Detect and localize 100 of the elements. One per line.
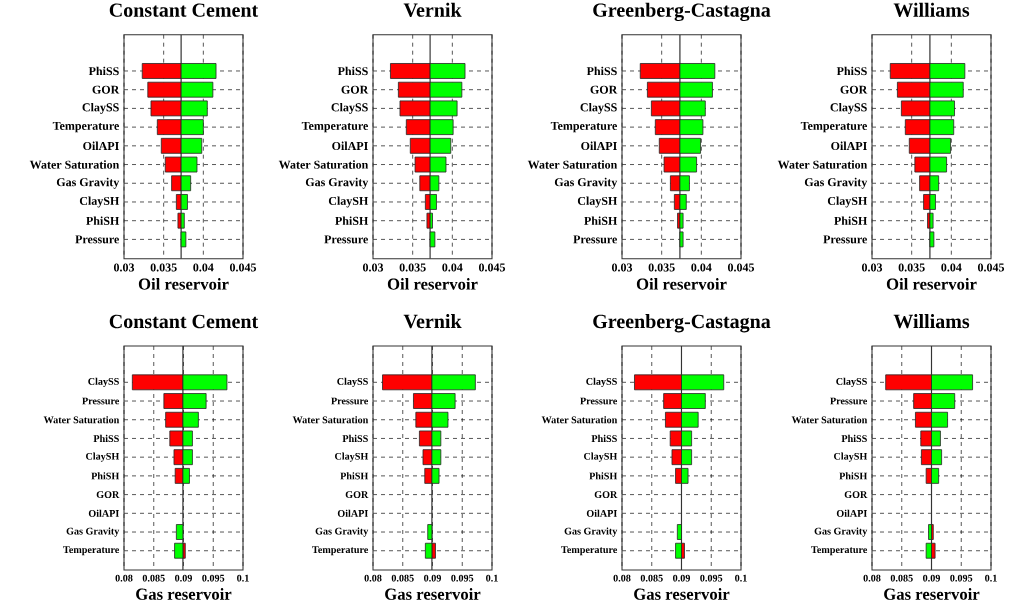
y-tick-label: GOR [92, 85, 120, 94]
y-tick-label: Water Saturation [278, 160, 369, 169]
y-tick-label: GOR [590, 85, 618, 94]
y-tick-label: Water Saturation [43, 416, 120, 424]
y-tick-label: OilAPI [88, 509, 119, 517]
y-tick-label: Temperature [312, 546, 369, 556]
y-tick-label: OilAPI [83, 141, 119, 151]
x-tick-label: 0.095 [700, 574, 723, 582]
y-tick-label: OilAPI [836, 509, 867, 517]
x-tick-label: 0.04 [193, 263, 214, 272]
x-tick-label: 0.03 [113, 263, 135, 272]
y-tick-label: Temperature [63, 546, 120, 556]
y-tick-label: ClaySS [586, 377, 617, 387]
y-tick-label: ClaySS [580, 102, 617, 114]
x-axis-title: Oil reservoir [387, 278, 478, 290]
x-tick-label: 0.035 [150, 263, 177, 272]
x-tick-label: 0.03 [362, 263, 384, 272]
y-tick-label: Temperature [811, 546, 868, 556]
x-tick-label: 0.08 [863, 574, 881, 582]
y-tick-label: OilAPI [831, 141, 867, 151]
x-tick-label: 0.09 [424, 574, 442, 582]
x-axis-title: Oil reservoir [636, 278, 727, 290]
y-tick-label: PhiSS [591, 434, 617, 443]
y-tick-label: OilAPI [332, 141, 368, 151]
chart-title: Greenberg-Castagna [593, 2, 771, 22]
y-tick-label: GOR [341, 85, 369, 94]
y-tick-label: ClaySH [79, 196, 120, 208]
y-tick-label: ClaySH [328, 196, 369, 208]
x-tick-label: 0.04 [941, 263, 962, 272]
y-tick-label: Gas Gravity [804, 177, 868, 189]
y-tick-label: Pressure [573, 235, 617, 244]
y-tick-label: ClaySS [88, 377, 119, 387]
y-tick-label: Pressure [75, 235, 119, 244]
x-tick-label: 0.095 [451, 574, 474, 582]
x-tick-label: 0.04 [691, 263, 712, 272]
y-tick-label: GOR [594, 491, 618, 498]
y-tick-label: PhiSH [589, 472, 618, 480]
y-tick-label: GOR [345, 491, 369, 498]
chart-title: Vernik [403, 2, 462, 17]
y-tick-label: ClaySH [577, 196, 618, 208]
y-tick-label: PhiSH [839, 472, 868, 480]
x-tick-label: 0.08 [364, 574, 382, 582]
x-tick-label: 0.045 [977, 263, 1005, 272]
x-tick-label: 0.03 [611, 263, 633, 272]
x-tick-label: 0.08 [115, 574, 133, 582]
y-tick-label: Water Saturation [527, 160, 618, 169]
y-tick-label: ClaySS [337, 377, 368, 387]
y-tick-label: GOR [840, 85, 868, 94]
x-tick-label: 0.04 [442, 263, 463, 272]
y-tick-label: PhiSH [86, 216, 120, 225]
y-tick-label: PhiSS [337, 66, 368, 76]
y-tick-label: ClaySH [827, 196, 868, 208]
x-tick-label: 0.035 [399, 263, 426, 272]
y-tick-label: Temperature [550, 121, 617, 133]
y-tick-label: PhiSH [91, 472, 120, 480]
x-tick-label: 0.035 [898, 263, 925, 272]
y-tick-label: Temperature [52, 121, 119, 133]
x-tick-label: 0.08 [613, 574, 631, 582]
y-tick-label: PhiSS [342, 434, 368, 443]
y-tick-label: Pressure [82, 397, 120, 405]
y-tick-label: ClaySH [86, 452, 120, 462]
x-tick-label: 0.09 [673, 574, 691, 582]
y-tick-label: PhiSS [93, 434, 119, 443]
x-tick-label: 0.045 [229, 263, 257, 272]
y-tick-label: Gas Gravity [56, 177, 120, 189]
x-tick-label: 0.085 [890, 574, 913, 582]
y-tick-label: GOR [96, 491, 120, 498]
x-axis-title: Oil reservoir [886, 278, 977, 290]
x-tick-label: 0.045 [727, 263, 755, 272]
x-tick-label: 0.1 [735, 574, 747, 582]
y-tick-label: PhiSH [335, 216, 369, 225]
x-tick-label: 0.1 [486, 574, 498, 582]
x-axis-title: Gas reservoir [385, 588, 481, 600]
chart-title: Vernik [403, 314, 462, 329]
y-tick-label: Pressure [324, 235, 368, 244]
x-tick-label: 0.085 [142, 574, 165, 582]
y-tick-label: ClaySH [834, 452, 868, 462]
y-tick-label: PhiSS [841, 434, 867, 443]
x-tick-label: 0.085 [640, 574, 663, 582]
y-tick-label: PhiSH [340, 472, 369, 480]
x-axis-title: Gas reservoir [884, 588, 980, 600]
y-tick-label: GOR [844, 491, 868, 498]
y-tick-label: Gas Gravity [564, 527, 618, 537]
y-tick-label: PhiSS [836, 66, 867, 76]
y-tick-label: Water Saturation [29, 160, 120, 169]
chart-title: Constant Cement [109, 3, 259, 17]
y-tick-label: ClaySH [335, 452, 369, 462]
y-tick-label: Temperature [561, 546, 618, 556]
y-tick-label: ClaySS [836, 377, 867, 387]
x-axis-title: Oil reservoir [138, 278, 229, 290]
y-tick-label: OilAPI [586, 509, 617, 517]
x-tick-label: 0.03 [861, 263, 883, 272]
x-tick-label: 0.095 [950, 574, 973, 582]
chart-title: Williams [893, 2, 970, 17]
y-tick-label: PhiSS [88, 66, 119, 76]
x-axis-title: Gas reservoir [634, 588, 730, 600]
y-tick-label: Pressure [830, 397, 868, 405]
chart-title: Williams [893, 314, 970, 329]
x-axis-title: Gas reservoir [136, 588, 232, 600]
x-tick-label: 0.035 [648, 263, 675, 272]
